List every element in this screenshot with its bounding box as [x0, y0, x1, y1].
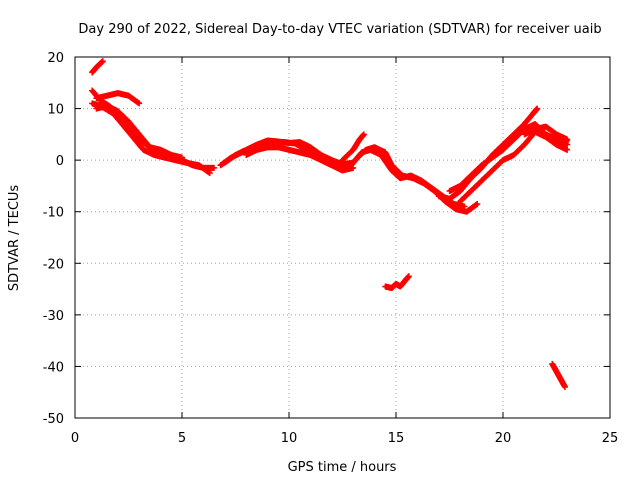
y-tick-label: 10	[47, 103, 64, 118]
data-point	[350, 164, 357, 171]
series-arc-1	[89, 58, 106, 76]
data-point	[562, 384, 569, 391]
data-point	[461, 203, 468, 210]
series-arc-11	[435, 105, 541, 202]
data-point	[99, 58, 106, 65]
series-arc-2	[89, 87, 218, 171]
data-point	[474, 200, 481, 207]
y-tick-label: -40	[43, 360, 64, 375]
data-point	[360, 131, 367, 138]
axis-ticks: 0 5 10 15 20 25 -50 -40 -30 -20 -10 0 10 20	[43, 51, 619, 446]
series-arc-9	[339, 131, 367, 164]
grid-lines	[75, 57, 610, 418]
y-tick-label: -50	[43, 412, 64, 427]
x-tick-label: 15	[388, 431, 405, 446]
x-tick-label: 5	[178, 431, 186, 446]
x-tick-label: 20	[495, 431, 512, 446]
plot-frame	[74, 56, 611, 419]
data-point	[564, 146, 571, 153]
series-arc-13	[521, 123, 571, 151]
series-arc-7	[221, 137, 468, 210]
series-arc-8	[243, 144, 357, 174]
chart-title: Day 290 of 2022, Sidereal Day-to-day VTE…	[78, 22, 601, 37]
data-point	[206, 170, 213, 177]
data-point	[136, 100, 143, 107]
x-tick-label: 25	[602, 431, 619, 446]
data-series	[89, 58, 571, 391]
x-axis-label: GPS time / hours	[288, 460, 397, 475]
series-arc-15	[549, 360, 569, 391]
y-tick-label: -20	[43, 257, 64, 272]
data-point	[405, 273, 412, 280]
y-tick-label: 20	[47, 51, 64, 66]
series-arc-4	[93, 90, 143, 107]
x-tick-label: 10	[281, 431, 298, 446]
data-point	[559, 144, 566, 151]
y-tick-label: 0	[56, 154, 64, 169]
x-tick-label: 0	[71, 431, 79, 446]
y-axis-label: SDTVAR / TECUs	[7, 185, 22, 292]
data-point	[179, 154, 185, 161]
data-point	[211, 164, 218, 171]
data-point	[534, 105, 541, 112]
y-tick-label: -10	[43, 206, 64, 221]
series-arc-14	[382, 273, 412, 292]
y-tick-label: -30	[43, 309, 64, 324]
series-arc-3	[89, 100, 213, 177]
series-arc-5	[93, 102, 185, 161]
series-arc-12	[457, 128, 571, 205]
